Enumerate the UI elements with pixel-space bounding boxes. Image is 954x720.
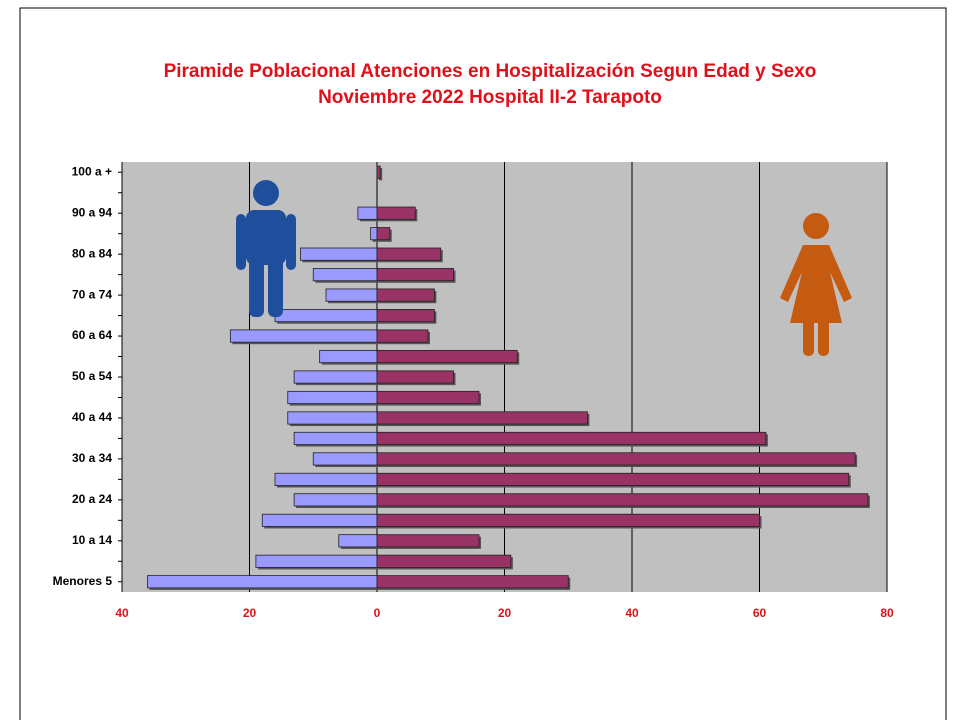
- bar: [312, 452, 378, 466]
- y-tick-label: 40 a 44: [72, 410, 112, 424]
- chart-title: Piramide Poblacional Atenciones en Hospi…: [164, 61, 817, 82]
- bar: [376, 288, 435, 302]
- bar: [287, 390, 378, 405]
- x-tick-label: 40: [115, 606, 129, 620]
- y-tick-label: 50 a 54: [72, 369, 112, 383]
- bar: [319, 349, 378, 364]
- bar: [376, 349, 518, 364]
- bar: [376, 411, 588, 425]
- y-tick-label: 70 a 74: [72, 287, 112, 301]
- bar: [376, 268, 454, 282]
- bar: [376, 472, 850, 486]
- bar: [376, 206, 416, 220]
- bar: [376, 493, 869, 507]
- chart-subtitle: Noviembre 2022 Hospital II-2 Tarapoto: [318, 87, 662, 108]
- bar: [376, 554, 512, 568]
- x-tick-label: 20: [498, 606, 512, 620]
- y-tick-label: 90 a 94: [72, 205, 112, 219]
- bar: [376, 247, 442, 261]
- bar: [287, 411, 378, 425]
- bar: [376, 227, 391, 241]
- x-tick-label: 80: [880, 606, 894, 620]
- bar: [376, 575, 569, 589]
- bar: [229, 329, 378, 343]
- y-tick-label: 100 a +: [72, 164, 112, 178]
- bar: [376, 329, 429, 343]
- bar: [338, 534, 378, 548]
- bar: [255, 554, 378, 568]
- x-tick-label: 20: [243, 606, 257, 620]
- bar: [370, 227, 378, 241]
- bar: [376, 309, 435, 323]
- bar: [274, 472, 378, 486]
- bar: [293, 493, 378, 507]
- bar: [274, 309, 378, 323]
- y-tick-label: 30 a 34: [72, 451, 112, 465]
- bar: [147, 575, 378, 589]
- bar: [376, 452, 856, 466]
- female-icon: [780, 213, 852, 356]
- bar: [376, 165, 381, 179]
- bar: [312, 268, 378, 282]
- bar: [376, 370, 454, 384]
- bar: [376, 390, 480, 405]
- bar: [261, 513, 378, 527]
- bar: [376, 431, 767, 445]
- x-tick-label: 0: [374, 606, 381, 620]
- y-tick-label: 60 a 64: [72, 328, 112, 342]
- y-tick-label: 10 a 14: [72, 533, 112, 547]
- bar: [376, 513, 760, 527]
- bar: [357, 206, 378, 220]
- bar: [325, 288, 378, 302]
- bar: [300, 247, 378, 261]
- bar: [293, 370, 378, 384]
- bar: [376, 534, 480, 548]
- y-tick-label: 80 a 84: [72, 246, 112, 260]
- y-tick-label: Menores 5: [53, 574, 113, 588]
- slide-frame: [19, 7, 947, 720]
- y-tick-label: 20 a 24: [72, 492, 112, 506]
- x-tick-label: 40: [625, 606, 639, 620]
- bar: [293, 431, 378, 445]
- male-icon: [236, 180, 296, 317]
- bar-shadow: [379, 168, 383, 181]
- x-tick-label: 60: [753, 606, 767, 620]
